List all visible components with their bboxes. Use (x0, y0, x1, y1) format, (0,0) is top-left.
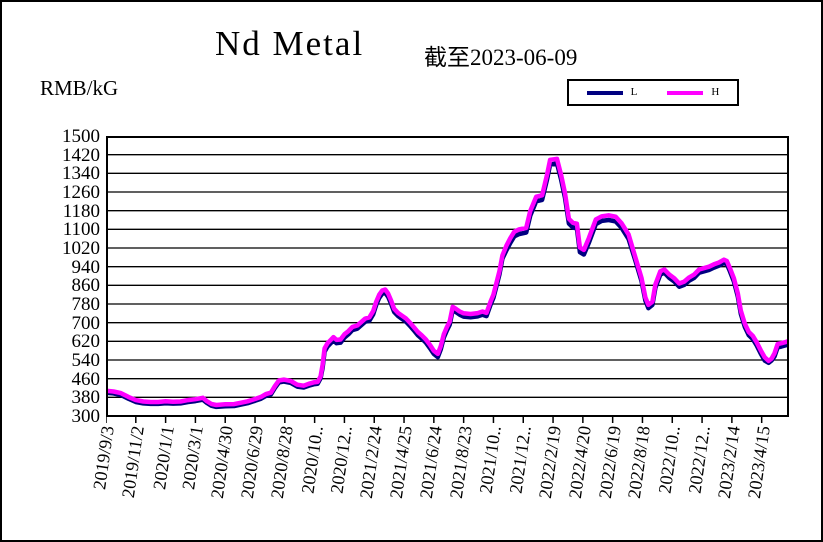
y-tick-label-1020: 1020 (62, 238, 100, 259)
x-tick-label-4: 2020/4/30 (207, 424, 238, 500)
y-tick-label-1340: 1340 (62, 163, 100, 185)
x-tick-label-8: 2020/12.. (326, 424, 357, 495)
x-tick-label-22: 2023/4/15 (743, 424, 774, 500)
plot-border (106, 136, 789, 417)
y-tick-label-1100: 1100 (62, 219, 100, 241)
legend-line-low-icon (586, 90, 623, 95)
y-tick-label-780: 780 (71, 294, 101, 315)
y-tick-label-540: 540 (71, 350, 101, 371)
x-tick-label-10: 2021/4/25 (385, 424, 416, 500)
x-tick-label-5: 2020/6/29 (236, 424, 267, 500)
x-tick-label-16: 2022/4/20 (564, 424, 595, 500)
x-tick-label-19: 2022/10.. (654, 424, 685, 495)
y-tick-label-860: 860 (71, 275, 101, 297)
legend-label-low: L (630, 86, 638, 98)
x-tick-label-17: 2022/6/19 (594, 424, 625, 500)
x-tick-label-21: 2023/2/14 (713, 424, 744, 500)
legend-label-high: H (711, 86, 720, 98)
y-tick-label-700: 700 (71, 312, 101, 334)
x-tick-label-12: 2021/8/23 (445, 424, 476, 500)
y-tick-label-1500: 1500 (62, 126, 100, 147)
x-tick-label-0: 2019/9/3 (89, 424, 118, 491)
y-tick-label-620: 620 (71, 331, 101, 353)
legend-line-high-icon (667, 90, 704, 95)
x-tick-label-11: 2021/6/24 (415, 424, 446, 500)
x-tick-label-1: 2019/11/2 (117, 424, 148, 500)
y-tick-label-1180: 1180 (62, 200, 100, 222)
x-tick-label-14: 2021/12.. (505, 424, 536, 495)
y-tick-label-300: 300 (71, 406, 101, 427)
y-axis-unit-label: RMB/kG (40, 76, 119, 100)
chart-title: Nd Metal (215, 24, 365, 63)
y-tick-label-380: 380 (71, 387, 101, 409)
x-tick-label-2: 2020/1/1 (148, 424, 178, 491)
y-tick-label-1420: 1420 (62, 144, 100, 166)
x-tick-label-9: 2021/2/24 (356, 424, 387, 500)
y-tick-label-1260: 1260 (62, 182, 100, 203)
x-tick-label-3: 2020/3/1 (178, 424, 208, 491)
x-tick-label-20: 2022/12.. (684, 424, 714, 495)
legend: L H (567, 79, 739, 106)
x-tick-label-18: 2022/8/18 (624, 424, 655, 500)
plot-area (106, 136, 789, 423)
x-tick-label-7: 2020/10.. (297, 424, 327, 495)
x-tick-label-13: 2021/10.. (476, 424, 506, 495)
y-tick-label-460: 460 (71, 368, 101, 390)
series-line-H (106, 156, 789, 408)
x-tick-label-15: 2022/2/19 (534, 424, 565, 500)
x-tick-label-6: 2020/8/28 (266, 424, 297, 500)
chart-subtitle: 截至2023-06-09 (424, 45, 578, 70)
y-tick-label-940: 940 (71, 256, 101, 278)
